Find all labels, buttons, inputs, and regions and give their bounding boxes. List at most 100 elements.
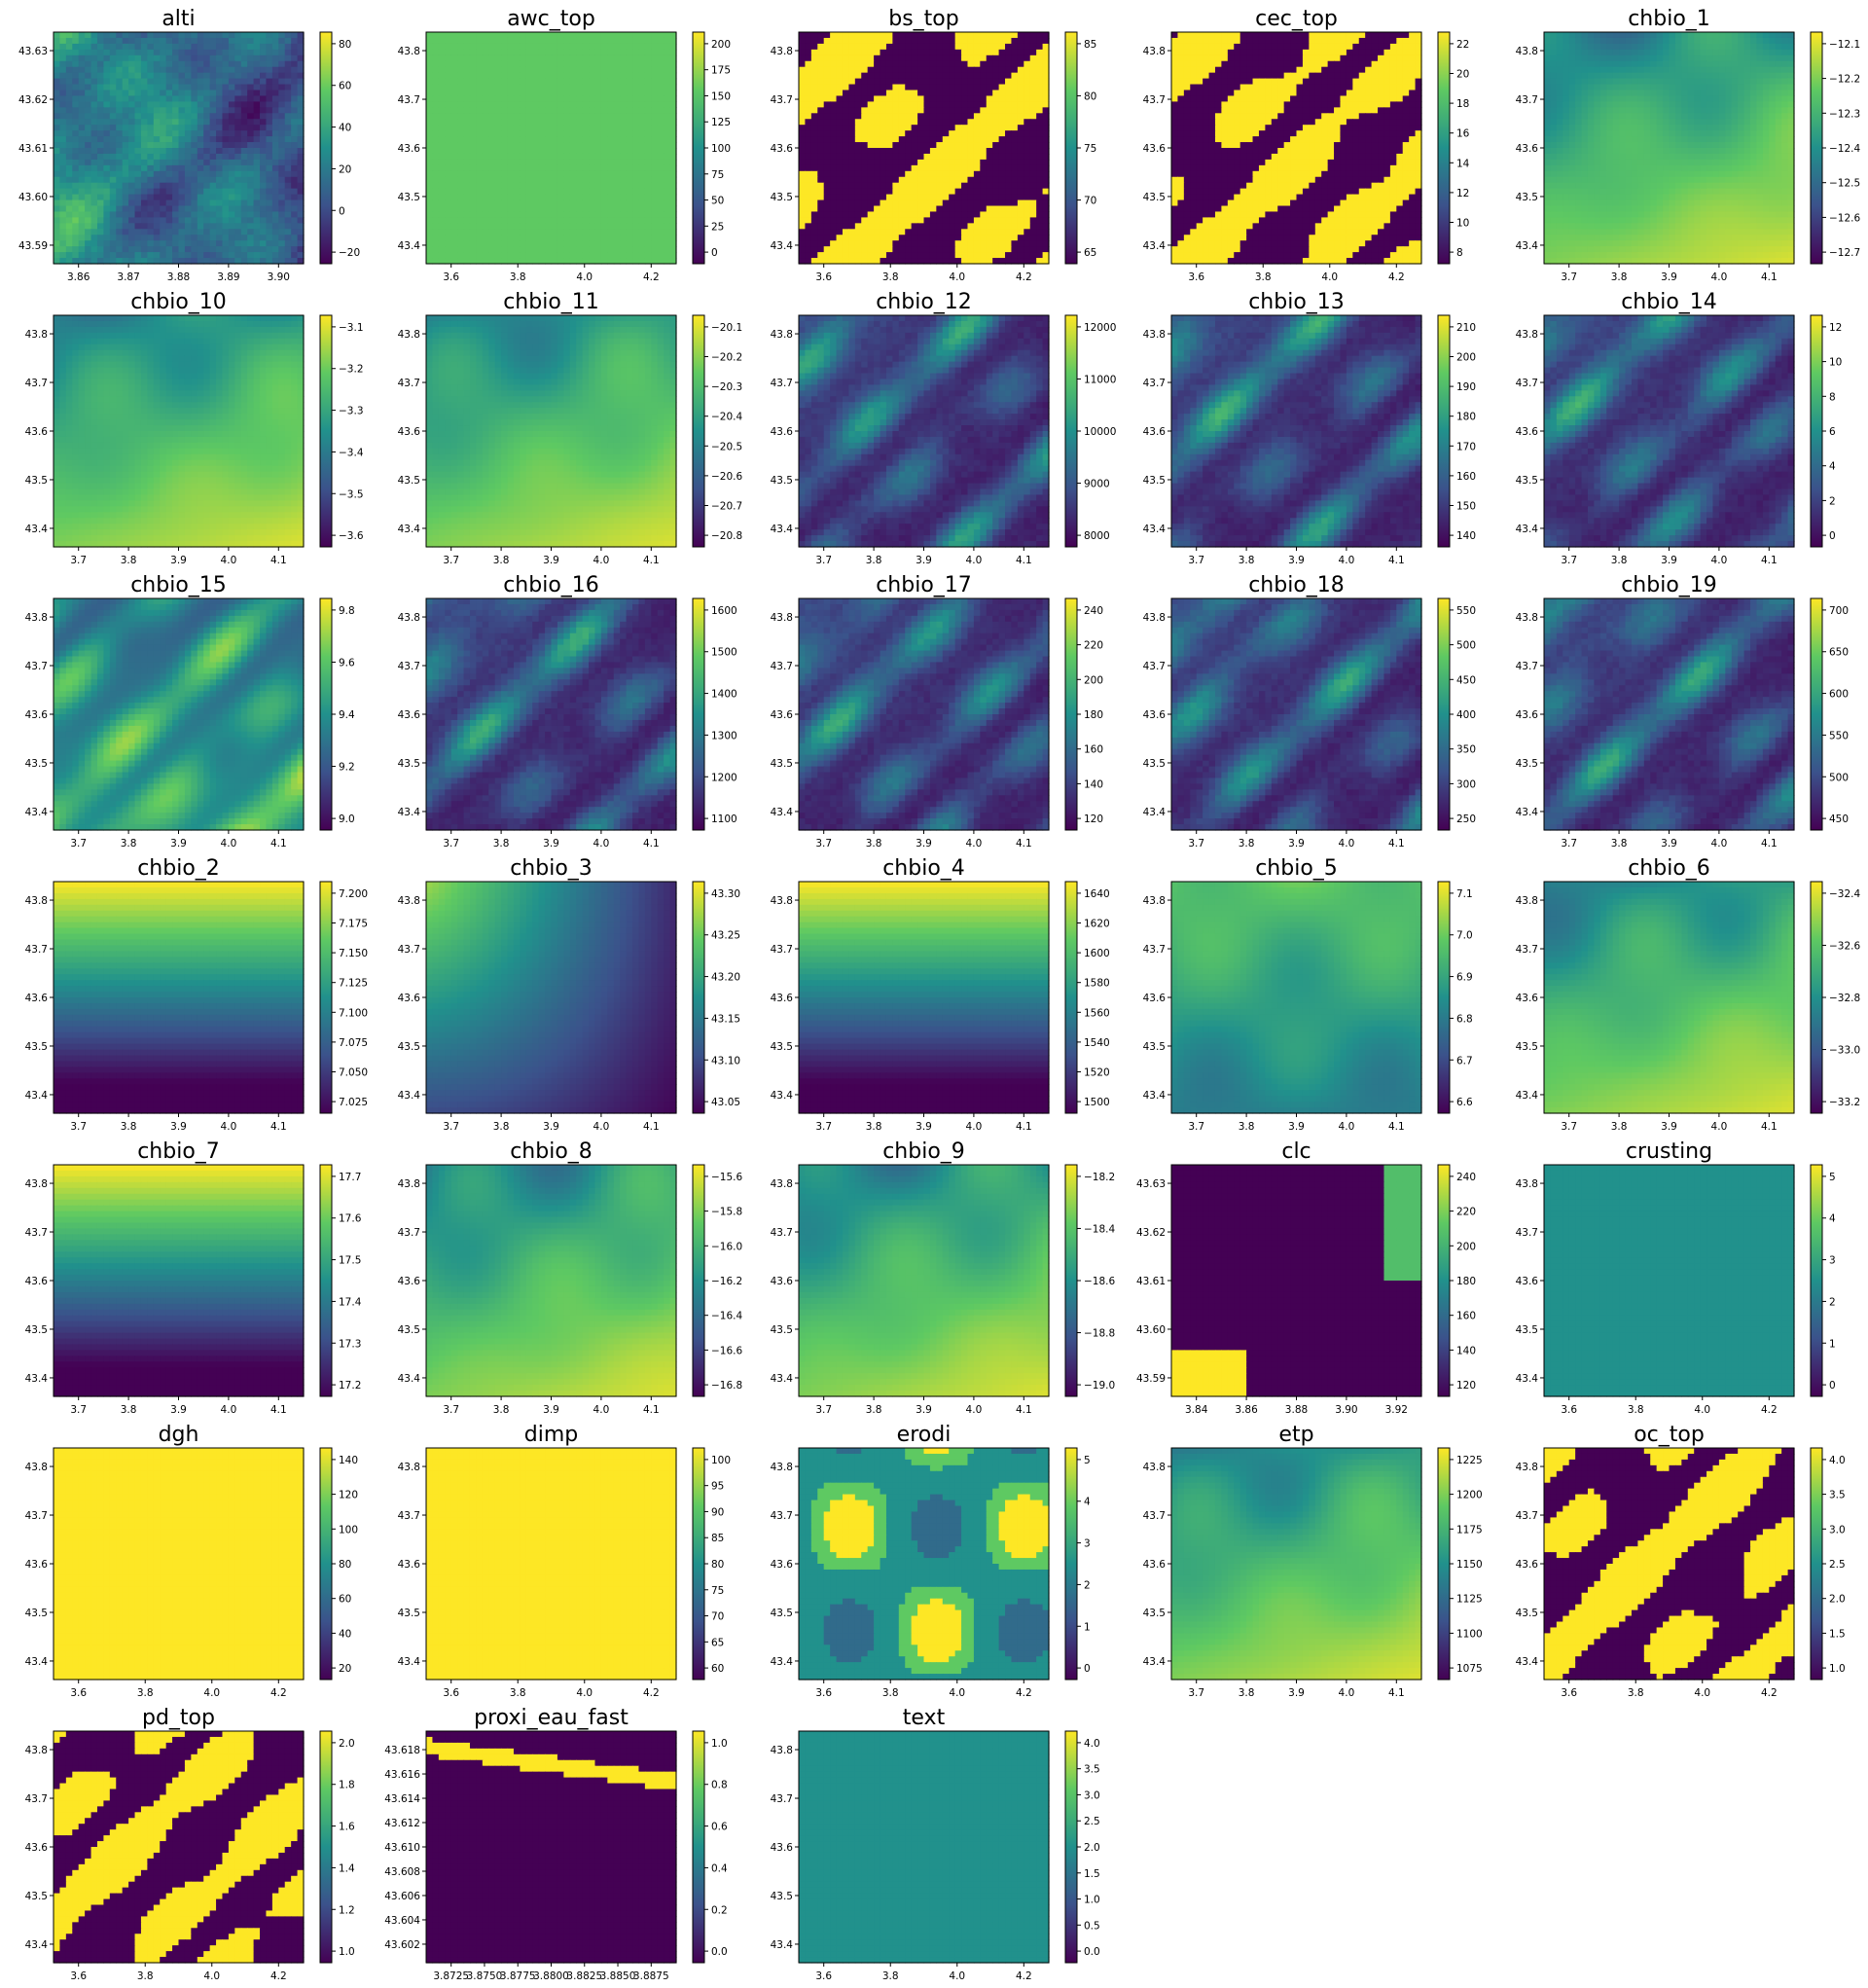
heatmap-cell [651,130,658,137]
heatmap-cell [97,229,104,235]
heatmap-cell [291,148,298,155]
heatmap-cell [594,154,601,161]
heatmap-cell [241,130,248,137]
heatmap-cell [191,125,198,131]
heatmap-cell [570,38,577,45]
heatmap-cell [59,189,66,196]
heatmap-cell [160,73,166,80]
heatmap-cell [278,246,285,253]
heatmap-cell [216,130,223,137]
heatmap-cell [85,136,91,143]
heatmap-cell [160,130,166,137]
heatmap-cell [135,67,142,74]
heatmap-cell [66,125,73,131]
heatmap-cell [185,119,192,126]
heatmap-cell [123,195,129,201]
heatmap-cell [222,171,229,178]
heatmap-cell [247,171,254,178]
heatmap-cell [632,119,639,126]
heatmap-cell [241,67,248,74]
heatmap-cell [172,107,179,114]
heatmap-cell [266,107,272,114]
heatmap-cell [241,136,248,143]
heatmap-cell [272,195,279,201]
heatmap-cell [116,189,123,196]
heatmap-cell [141,113,148,120]
heatmap-cell [278,119,285,126]
heatmap-cell [563,136,570,143]
heatmap-cell [135,136,142,143]
heatmap-cell [222,165,229,172]
heatmap-cell [514,73,521,80]
heatmap-cell [601,55,608,62]
heatmap-cell [166,44,173,51]
heatmap-cell [266,95,272,102]
heatmap-cell [160,148,166,155]
heatmap-cell [172,240,179,247]
heatmap-cell [216,142,223,149]
heatmap-cell [445,101,451,108]
heatmap-cell [589,67,595,74]
heatmap-cell [457,50,464,56]
heatmap-cell [110,38,117,45]
heatmap-cell [488,113,495,120]
heatmap-cell [439,55,446,62]
heatmap-cell [260,79,267,86]
heatmap-cell [483,67,489,74]
heatmap-cell [488,61,495,68]
heatmap-cell [103,160,110,166]
heatmap-cell [123,206,129,213]
heatmap-cell [135,95,142,102]
heatmap-cell [247,55,254,62]
heatmap-cell [147,90,154,97]
heatmap-cell [116,154,123,161]
heatmap-cell [179,107,186,114]
heatmap-cell [54,154,60,161]
heatmap-cell [123,90,129,97]
heatmap-cell [66,229,73,235]
heatmap-cell [594,44,601,51]
heatmap-cell [234,119,241,126]
heatmap-cell [103,206,110,213]
heatmap-cell [172,90,179,97]
heatmap-cell [203,148,210,155]
heatmap-cell [614,119,621,126]
heatmap-cell [247,154,254,161]
heatmap-cell [91,252,98,259]
heatmap-cell [278,50,285,56]
heatmap-cell [260,189,267,196]
heatmap-cell [291,50,298,56]
heatmap-cell [72,50,79,56]
heatmap-cell [66,165,73,172]
heatmap-cell [426,101,433,108]
heatmap-cell [620,160,627,166]
y-tick-label: 43.60 [18,192,48,203]
heatmap-cell [476,79,483,86]
heatmap-cell [79,142,86,149]
heatmap-cell [291,119,298,126]
heatmap-cell [85,85,91,91]
heatmap-cell [85,101,91,108]
heatmap-cell [508,119,515,126]
heatmap-cell [526,119,533,126]
x-tick-label: 3.90 [268,271,290,283]
heatmap-cell [501,130,508,137]
heatmap-cell [272,125,279,131]
heatmap-cell [614,142,621,149]
heatmap-cell [198,235,204,241]
heatmap-cell [470,136,477,143]
heatmap-cell [72,206,79,213]
heatmap-cell [179,55,186,62]
heatmap-cell [563,148,570,155]
heatmap-cell [97,50,104,56]
heatmap-cell [426,154,433,161]
heatmap-cell [285,125,292,131]
heatmap-cell [247,206,254,213]
heatmap-cell [179,79,186,86]
heatmap-cell [222,95,229,102]
heatmap-cell [532,73,539,80]
heatmap-cell [638,130,645,137]
heatmap-cell [135,165,142,172]
heatmap-cell [508,90,515,97]
heatmap-cell [160,119,166,126]
